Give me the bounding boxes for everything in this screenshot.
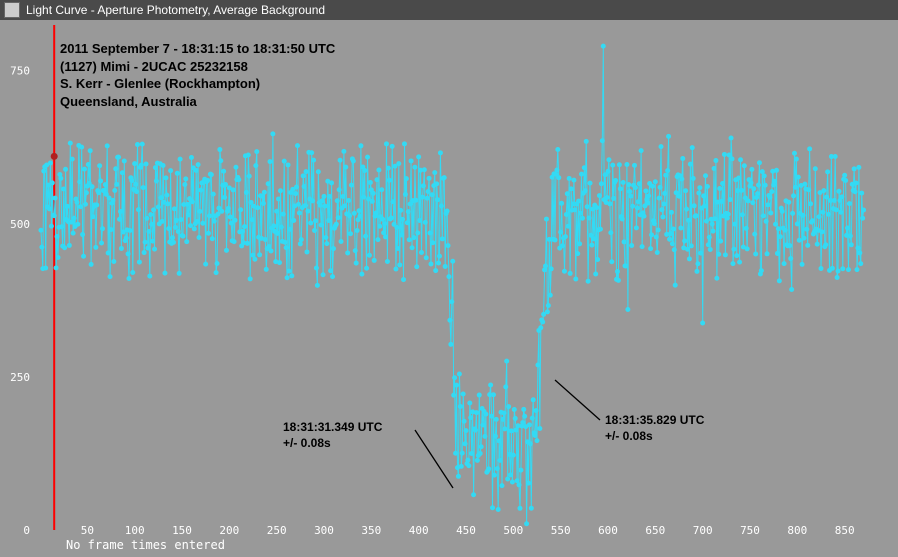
svg-text:250: 250 — [267, 524, 287, 537]
info-target: (1127) Mimi - 2UCAC 25232158 — [60, 58, 335, 76]
svg-text:750: 750 — [740, 524, 760, 537]
info-datetime: 2011 September 7 - 18:31:15 to 18:31:50 … — [60, 40, 335, 58]
info-location: Queensland, Australia — [60, 93, 335, 111]
footer-note: No frame times entered — [66, 538, 225, 552]
window-title-bar: Light Curve - Aperture Photometry, Avera… — [0, 0, 898, 20]
ingress-error: +/- 0.08s — [283, 436, 382, 452]
egress-error: +/- 0.08s — [605, 429, 704, 445]
svg-text:500: 500 — [10, 218, 30, 231]
svg-text:250: 250 — [10, 371, 30, 384]
svg-text:800: 800 — [787, 524, 807, 537]
svg-text:700: 700 — [693, 524, 713, 537]
svg-text:0: 0 — [23, 524, 30, 537]
svg-text:450: 450 — [456, 524, 476, 537]
chart-area: 0 250 500 750 50 100 150 200 250 300 350 400 450 500 5… — [0, 20, 898, 557]
svg-text:550: 550 — [551, 524, 571, 537]
egress-annotation: 18:31:35.829 UTC +/- 0.08s — [605, 413, 704, 444]
svg-text:750: 750 — [10, 65, 30, 78]
ingress-annotation: 18:31:31.349 UTC +/- 0.08s — [283, 420, 382, 451]
ingress-time: 18:31:31.349 UTC — [283, 420, 382, 436]
svg-text:100: 100 — [125, 524, 145, 537]
svg-text:400: 400 — [409, 524, 429, 537]
svg-text:850: 850 — [835, 524, 855, 537]
svg-text:200: 200 — [219, 524, 239, 537]
svg-text:150: 150 — [172, 524, 192, 537]
svg-text:300: 300 — [314, 524, 334, 537]
svg-text:500: 500 — [503, 524, 523, 537]
window-title: Light Curve - Aperture Photometry, Avera… — [26, 0, 325, 20]
svg-text:650: 650 — [645, 524, 665, 537]
svg-text:350: 350 — [361, 524, 381, 537]
svg-text:600: 600 — [598, 524, 618, 537]
info-observer: S. Kerr - Glenlee (Rockhampton) — [60, 75, 335, 93]
app-icon — [4, 2, 20, 18]
svg-text:50: 50 — [81, 524, 94, 537]
egress-time: 18:31:35.829 UTC — [605, 413, 704, 429]
observation-info: 2011 September 7 - 18:31:15 to 18:31:50 … — [60, 40, 335, 110]
